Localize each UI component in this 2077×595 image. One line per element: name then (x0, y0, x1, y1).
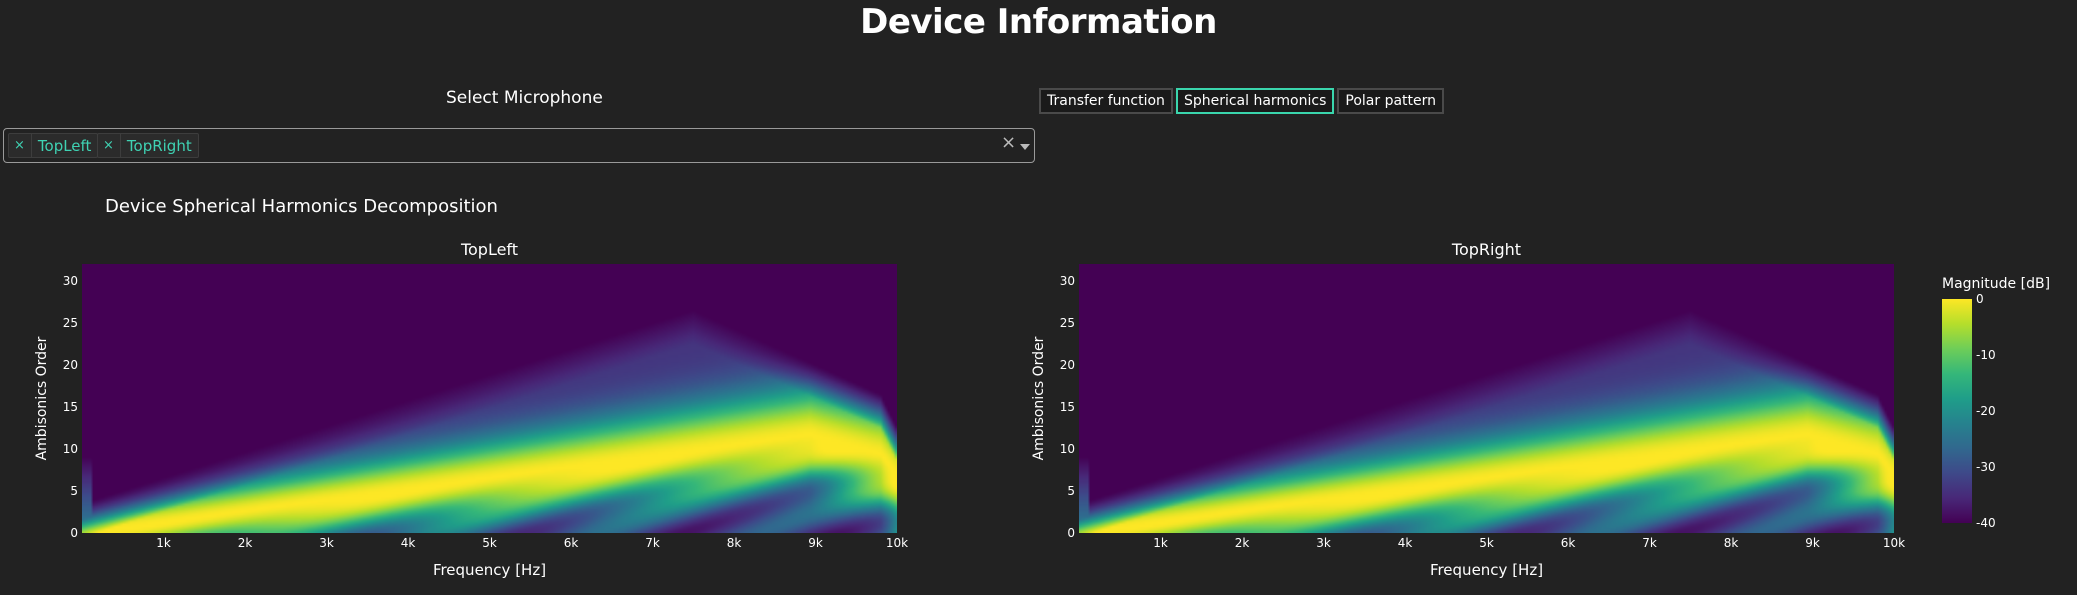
section-title: Device Spherical Harmonics Decomposition (105, 196, 498, 217)
tab-polar-pattern[interactable]: Polar pattern (1337, 88, 1445, 114)
selected-chip-topright: × TopRight (97, 133, 199, 158)
tab-transfer-function[interactable]: Transfer function (1039, 88, 1173, 114)
y-tick-label: 0 (70, 526, 78, 540)
y-tick-label: 30 (63, 274, 78, 288)
heatmap-topleft: TopLeft 1k 2k 3k 4k 5k 6k 7k 8k 9k 10k 0 5 10 15 20 25 30… (34, 240, 908, 579)
heatmap-raster (82, 264, 897, 533)
x-tick-label: 7k (1642, 536, 1657, 550)
colorbar-tick-label: 0 (1976, 292, 1984, 306)
y-tick-label: 5 (70, 484, 78, 498)
colorbar-tick-label: -30 (1976, 460, 1996, 474)
x-tick-label: 4k (401, 536, 416, 550)
colorbar-tick-label: -40 (1976, 516, 1996, 530)
y-tick-label: 10 (1060, 442, 1075, 456)
y-tick-label: 15 (63, 400, 78, 414)
colorbar-gradient (1942, 299, 1972, 523)
tab-spherical-harmonics[interactable]: Spherical harmonics (1175, 88, 1335, 114)
x-tick-label: 9k (808, 536, 823, 550)
y-tick-label: 25 (63, 316, 78, 330)
x-tick-label: 10k (886, 536, 908, 550)
x-tick-label: 1k (156, 536, 171, 550)
x-tick-label: 1k (1153, 536, 1168, 550)
y-tick-label: 5 (1067, 484, 1075, 498)
x-tick-label: 5k (1479, 536, 1494, 550)
x-tick-label: 6k (564, 536, 579, 550)
chart-title: TopLeft (460, 240, 518, 259)
remove-topright-icon[interactable]: × (98, 134, 121, 157)
x-tick-label: 8k (1724, 536, 1739, 550)
y-axis-label: Ambisonics Order (34, 336, 50, 460)
colorbar-title: Magnitude [dB] (1942, 276, 2050, 292)
chart-title: TopRight (1451, 240, 1521, 259)
view-tabs: Transfer function Spherical harmonics Po… (1039, 88, 1445, 114)
microphone-multiselect[interactable]: × TopLeft × TopRight × (3, 128, 1035, 163)
chip-label-topright: TopRight (126, 136, 192, 155)
x-axis-label: Frequency [Hz] (433, 561, 546, 579)
x-tick-label: 3k (1316, 536, 1331, 550)
remove-topleft-icon[interactable]: × (9, 134, 32, 157)
y-tick-label: 20 (63, 358, 78, 372)
colorbar-tick-label: -10 (1976, 348, 1996, 362)
colorbar-tick-label: -20 (1976, 404, 1996, 418)
x-tick-label: 7k (645, 536, 660, 550)
y-tick-label: 0 (1067, 526, 1075, 540)
x-axis-label: Frequency [Hz] (1430, 561, 1543, 579)
x-tick-label: 8k (727, 536, 742, 550)
colorbar: Magnitude [dB]0 -10 -20 -30 -40 (1942, 276, 2050, 530)
x-tick-label: 2k (238, 536, 253, 550)
x-tick-label: 9k (1805, 536, 1820, 550)
x-tick-label: 10k (1883, 536, 1905, 550)
clear-selection-icon[interactable]: × (1001, 132, 1017, 153)
heatmap-raster (1079, 264, 1894, 533)
y-tick-label: 30 (1060, 274, 1075, 288)
y-tick-label: 20 (1060, 358, 1075, 372)
chip-label-topleft: TopLeft (37, 136, 92, 155)
x-tick-label: 4k (1398, 536, 1413, 550)
y-tick-label: 25 (1060, 316, 1075, 330)
x-tick-label: 2k (1235, 536, 1250, 550)
chevron-down-icon[interactable] (1020, 144, 1030, 150)
y-tick-label: 10 (63, 442, 78, 456)
y-axis-label: Ambisonics Order (1031, 336, 1047, 460)
y-tick-label: 15 (1060, 400, 1075, 414)
page-title: Device Information (860, 2, 1217, 42)
x-tick-label: 3k (319, 536, 334, 550)
heatmap-topright: TopRight 1k 2k 3k 4k 5k 6k 7k 8k 9k 10k 0 5 10 15 20 25 3… (1031, 240, 1905, 579)
select-microphone-label: Select Microphone (446, 88, 603, 108)
x-tick-label: 6k (1561, 536, 1576, 550)
x-tick-label: 5k (482, 536, 497, 550)
